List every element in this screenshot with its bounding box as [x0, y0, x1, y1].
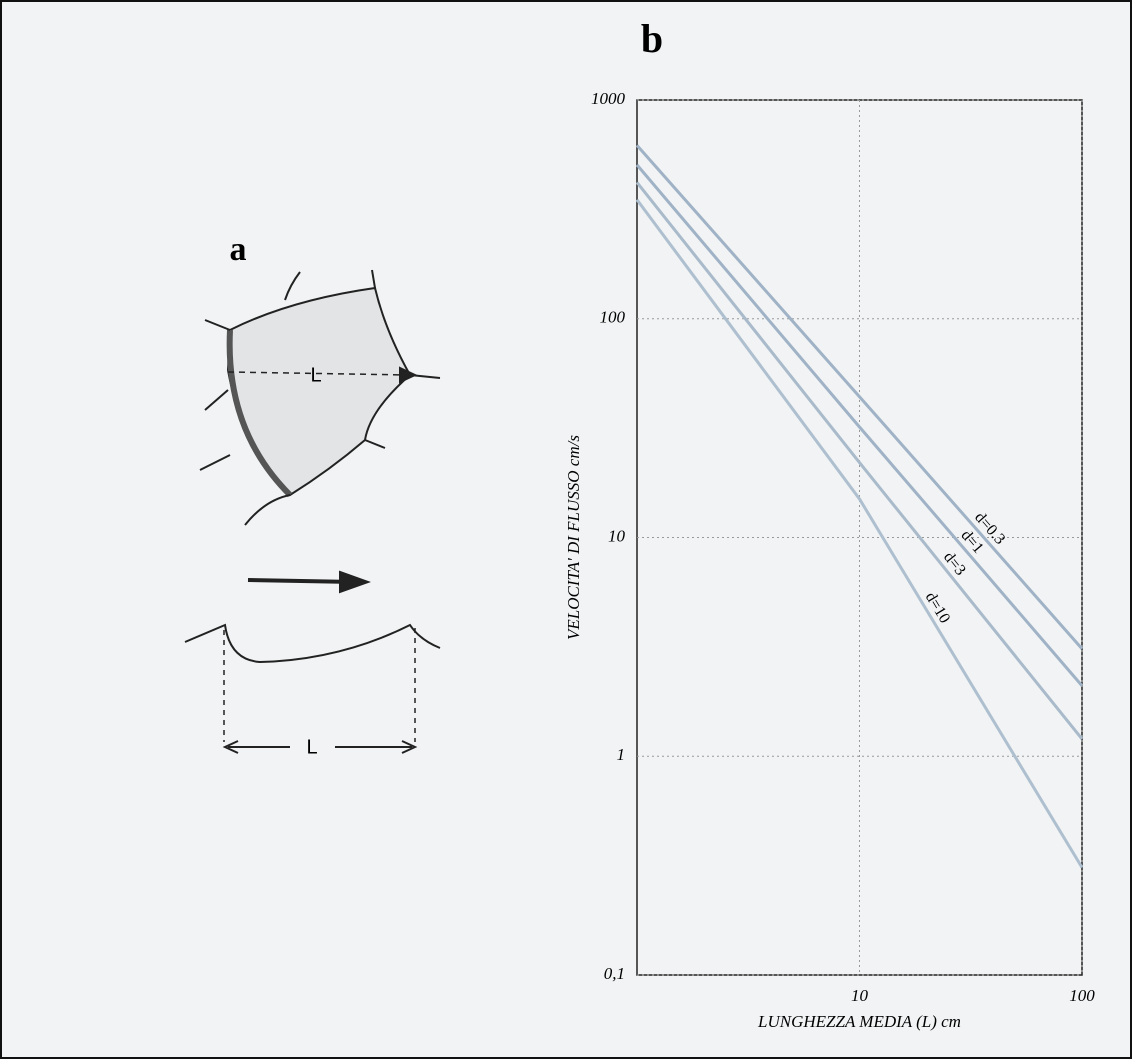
panel-label: a [230, 231, 247, 268]
x-axis-label: LUNGHEZZA MEDIA (L) cm [757, 1012, 961, 1031]
y-tick-label: 0,1 [604, 964, 625, 983]
panel-label: b [641, 16, 663, 61]
page: {"panels": {"a": "a", "b": "b"}, "diagra… [0, 0, 1132, 1059]
diagram-label: L [310, 364, 321, 386]
y-axis-label: VELOCITA' DI FLUSSO cm/s [564, 435, 583, 640]
y-tick-label: 10 [608, 526, 626, 545]
x-tick-label: 10 [851, 986, 869, 1005]
y-tick-label: 1000 [591, 89, 626, 108]
x-tick-label: 100 [1069, 986, 1095, 1005]
figure: a b L L 0,1 1 10 100 1000 10 100 LUNGHEZZA MEDI… [0, 0, 1132, 1059]
y-tick-label: 100 [600, 308, 626, 327]
y-tick-label: 1 [617, 745, 626, 764]
diagram-label: L [306, 736, 317, 758]
